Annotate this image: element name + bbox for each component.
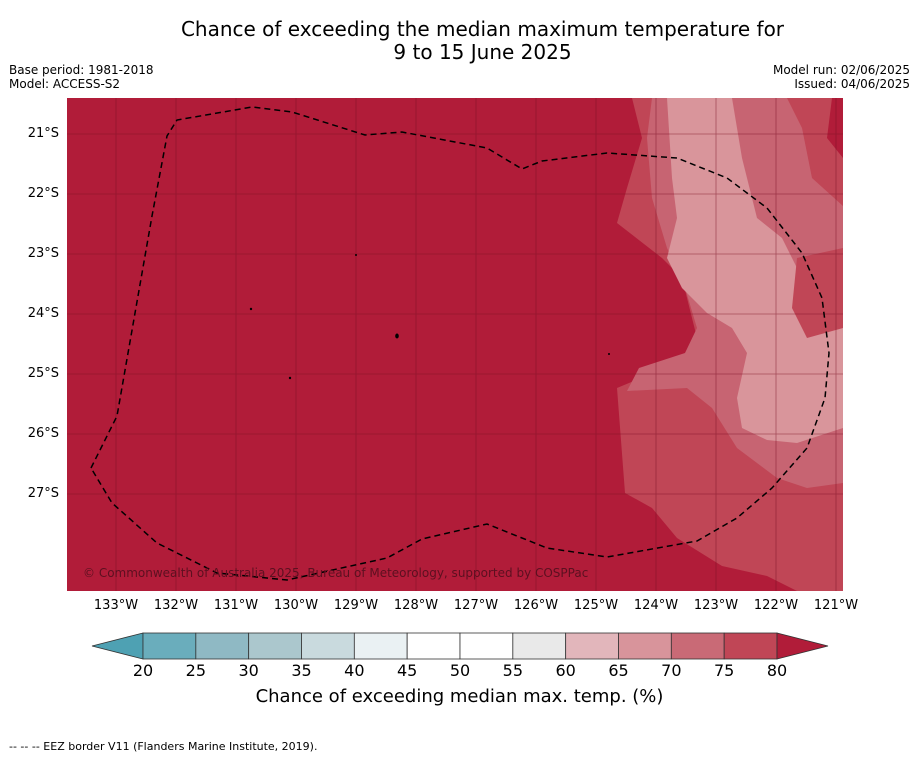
band-65-70 bbox=[667, 98, 843, 443]
map-svg bbox=[67, 98, 843, 591]
model-run: Model run: 02/06/2025 bbox=[772, 63, 910, 77]
band-80-plus-ne bbox=[827, 98, 843, 158]
colorbar-tick-label: 70 bbox=[661, 661, 682, 680]
colorbar-tick-label: 45 bbox=[396, 661, 418, 680]
colorbar-tick-label: 80 bbox=[766, 661, 788, 680]
colorbar-cell bbox=[723, 632, 778, 660]
title-line-1: Chance of exceeding the median maximum t… bbox=[180, 17, 785, 41]
lat-label-26s: 26°S bbox=[27, 426, 59, 441]
colorbar-cell bbox=[565, 632, 619, 660]
lon-label-132w: 132°W bbox=[153, 598, 199, 613]
islands bbox=[249, 254, 610, 380]
lon-label-130w: 130°W bbox=[273, 598, 319, 613]
colorbar-tick-label: 65 bbox=[608, 661, 629, 680]
colorbar-tick-label: 60 bbox=[555, 661, 576, 680]
lon-label-131w: 131°W bbox=[213, 598, 259, 613]
title-line-2: 9 to 15 June 2025 bbox=[393, 40, 572, 64]
map-title: Chance of exceeding the median maximum t… bbox=[0, 18, 919, 64]
colorbar-cell bbox=[301, 632, 355, 660]
colorbar-cell bbox=[670, 632, 725, 660]
colorbar-cell bbox=[353, 632, 408, 660]
lon-label-126w: 126°W bbox=[513, 598, 559, 613]
map-copyright: © Commonwealth of Australia 2025, Bureau… bbox=[83, 566, 589, 580]
lat-label-23s: 23°S bbox=[27, 246, 59, 261]
colorbar-tick-label: 30 bbox=[238, 661, 259, 680]
colorbar-tick-label: 20 bbox=[132, 661, 154, 680]
lon-label-124w: 124°W bbox=[633, 598, 679, 613]
colorbar-cell bbox=[142, 632, 197, 660]
colorbar-tick-label: 40 bbox=[344, 661, 365, 680]
lat-label-24s: 24°S bbox=[27, 306, 59, 321]
graticule bbox=[67, 98, 843, 591]
colorbar-cells bbox=[142, 632, 778, 660]
colorbar-tick-label: 35 bbox=[291, 661, 312, 680]
lon-label-122w: 122°W bbox=[753, 598, 799, 613]
meta-left: Base period: 1981-2018 Model: ACCESS-S2 bbox=[9, 63, 154, 91]
lat-label-27s: 27°S bbox=[27, 486, 59, 501]
lon-label-125w: 125°W bbox=[573, 598, 619, 613]
colorbar-cell bbox=[406, 632, 461, 660]
lat-label-21s: 21°S bbox=[27, 126, 59, 141]
colorbar-tick-label: 25 bbox=[185, 661, 207, 680]
colorbar bbox=[91, 632, 829, 660]
colorbar-tick-label: 75 bbox=[713, 661, 735, 680]
model-name: Model: ACCESS-S2 bbox=[9, 77, 121, 91]
issued-date: Issued: 04/06/2025 bbox=[794, 77, 910, 91]
colorbar-cell bbox=[512, 632, 567, 660]
map-panel: © Commonwealth of Australia 2025, Bureau… bbox=[67, 98, 843, 591]
colorbar-label: Chance of exceeding median max. temp. (%… bbox=[255, 686, 664, 707]
lat-label-25s: 25°S bbox=[27, 366, 59, 381]
lon-label-129w: 129°W bbox=[333, 598, 379, 613]
lon-label-127w: 127°W bbox=[453, 598, 499, 613]
base-period: Base period: 1981-2018 bbox=[9, 63, 154, 77]
eez-legend-note: -- -- -- EEZ border V11 (Flanders Marine… bbox=[9, 740, 318, 753]
lon-label-123w: 123°W bbox=[693, 598, 739, 613]
lon-label-128w: 128°W bbox=[393, 598, 439, 613]
colorbar-cell bbox=[248, 632, 302, 660]
colorbar-over-arrow bbox=[776, 632, 829, 660]
colorbar-under-arrow bbox=[91, 632, 144, 660]
colorbar-tick-label: 50 bbox=[449, 661, 471, 680]
lon-label-121w: 121°W bbox=[813, 598, 859, 613]
lat-label-22s: 22°S bbox=[27, 186, 59, 201]
band-75-80-east bbox=[792, 248, 843, 338]
lon-label-133w: 133°W bbox=[93, 598, 139, 613]
meta-right: Model run: 02/06/2025 Issued: 04/06/2025 bbox=[773, 63, 910, 91]
colorbar-cell bbox=[618, 632, 672, 660]
colorbar-cell bbox=[459, 632, 514, 660]
eez-border bbox=[90, 106, 830, 581]
colorbar-cell bbox=[195, 632, 250, 660]
colorbar-tick-label: 55 bbox=[502, 661, 524, 680]
